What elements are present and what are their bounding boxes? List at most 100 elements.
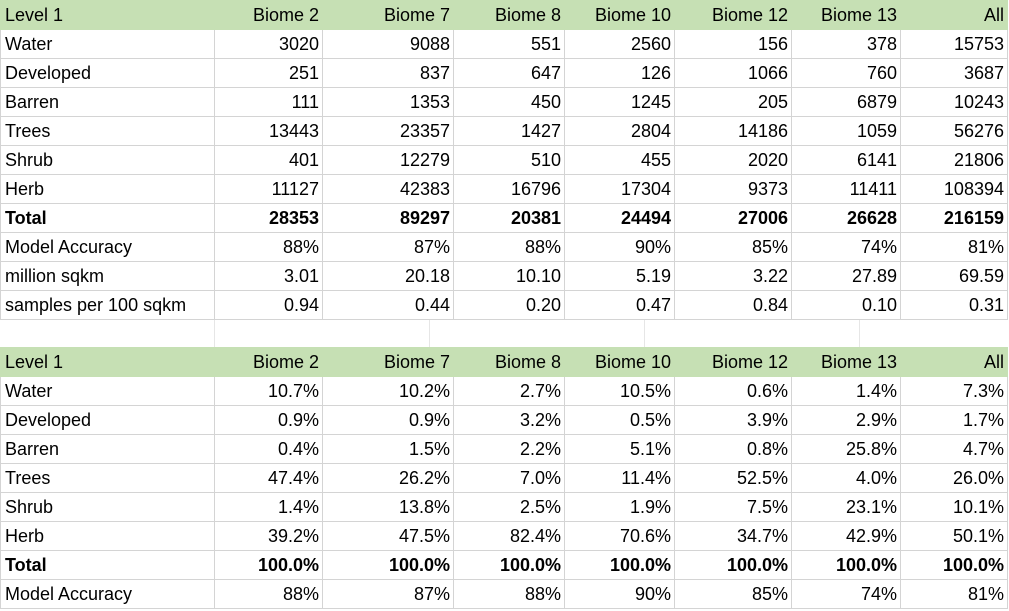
- value-cell[interactable]: 251: [214, 58, 323, 88]
- value-cell[interactable]: 17304: [564, 174, 675, 204]
- value-cell[interactable]: 1427: [453, 116, 565, 146]
- value-cell[interactable]: 3.22: [674, 261, 792, 291]
- value-cell[interactable]: 0.31: [900, 290, 1008, 320]
- value-cell[interactable]: 20.18: [322, 261, 454, 291]
- value-cell[interactable]: 0.94: [214, 290, 323, 320]
- value-cell[interactable]: 25.8%: [791, 434, 901, 464]
- value-cell[interactable]: 0.10: [791, 290, 901, 320]
- row-label-cell[interactable]: million sqkm: [0, 261, 215, 291]
- value-cell[interactable]: 15753: [900, 29, 1008, 59]
- value-cell[interactable]: 50.1%: [900, 521, 1008, 551]
- value-cell[interactable]: 1059: [791, 116, 901, 146]
- value-cell[interactable]: 81%: [900, 232, 1008, 262]
- header-cell[interactable]: Biome 8: [453, 0, 565, 30]
- value-cell[interactable]: 108394: [900, 174, 1008, 204]
- value-cell[interactable]: 13443: [214, 116, 323, 146]
- value-cell[interactable]: 455: [564, 145, 675, 175]
- row-label-cell[interactable]: Barren: [0, 87, 215, 117]
- header-cell[interactable]: Level 1: [0, 347, 215, 377]
- row-label-cell[interactable]: Developed: [0, 58, 215, 88]
- value-cell[interactable]: 100.0%: [214, 550, 323, 580]
- header-cell[interactable]: Biome 10: [564, 0, 675, 30]
- value-cell[interactable]: 89297: [322, 203, 454, 233]
- value-cell[interactable]: 26.0%: [900, 463, 1008, 493]
- value-cell[interactable]: 3.01: [214, 261, 323, 291]
- value-cell[interactable]: 0.84: [674, 290, 792, 320]
- value-cell[interactable]: 100.0%: [674, 550, 792, 580]
- value-cell[interactable]: 82.4%: [453, 521, 565, 551]
- value-cell[interactable]: 85%: [674, 579, 792, 609]
- value-cell[interactable]: 10.1%: [900, 492, 1008, 522]
- header-cell[interactable]: All: [900, 347, 1008, 377]
- value-cell[interactable]: 100.0%: [453, 550, 565, 580]
- value-cell[interactable]: 401: [214, 145, 323, 175]
- header-cell[interactable]: Biome 7: [322, 0, 454, 30]
- value-cell[interactable]: 3.2%: [453, 405, 565, 435]
- value-cell[interactable]: 837: [322, 58, 454, 88]
- value-cell[interactable]: 10.5%: [564, 376, 675, 406]
- value-cell[interactable]: 100.0%: [564, 550, 675, 580]
- value-cell[interactable]: 1245: [564, 87, 675, 117]
- value-cell[interactable]: 6879: [791, 87, 901, 117]
- value-cell[interactable]: 100.0%: [900, 550, 1008, 580]
- header-cell[interactable]: Biome 13: [791, 0, 901, 30]
- row-label-cell[interactable]: Water: [0, 376, 215, 406]
- value-cell[interactable]: 88%: [453, 232, 565, 262]
- row-label-cell[interactable]: Herb: [0, 521, 215, 551]
- value-cell[interactable]: 70.6%: [564, 521, 675, 551]
- header-cell[interactable]: Biome 2: [214, 347, 323, 377]
- value-cell[interactable]: 450: [453, 87, 565, 117]
- value-cell[interactable]: 1.4%: [214, 492, 323, 522]
- value-cell[interactable]: 2.5%: [453, 492, 565, 522]
- value-cell[interactable]: 100.0%: [791, 550, 901, 580]
- value-cell[interactable]: 47.5%: [322, 521, 454, 551]
- row-label-cell[interactable]: Trees: [0, 463, 215, 493]
- header-cell[interactable]: Biome 8: [453, 347, 565, 377]
- value-cell[interactable]: 28353: [214, 203, 323, 233]
- row-label-cell[interactable]: Trees: [0, 116, 215, 146]
- value-cell[interactable]: 56276: [900, 116, 1008, 146]
- value-cell[interactable]: 1.9%: [564, 492, 675, 522]
- value-cell[interactable]: 0.6%: [674, 376, 792, 406]
- value-cell[interactable]: 90%: [564, 579, 675, 609]
- value-cell[interactable]: 11411: [791, 174, 901, 204]
- value-cell[interactable]: 12279: [322, 145, 454, 175]
- value-cell[interactable]: 3687: [900, 58, 1008, 88]
- value-cell[interactable]: 2020: [674, 145, 792, 175]
- value-cell[interactable]: 0.4%: [214, 434, 323, 464]
- header-cell[interactable]: Biome 13: [791, 347, 901, 377]
- value-cell[interactable]: 7.0%: [453, 463, 565, 493]
- value-cell[interactable]: 24494: [564, 203, 675, 233]
- row-label-cell[interactable]: Shrub: [0, 492, 215, 522]
- header-cell[interactable]: All: [900, 0, 1008, 30]
- value-cell[interactable]: 42.9%: [791, 521, 901, 551]
- value-cell[interactable]: 9373: [674, 174, 792, 204]
- value-cell[interactable]: 378: [791, 29, 901, 59]
- value-cell[interactable]: 74%: [791, 579, 901, 609]
- value-cell[interactable]: 647: [453, 58, 565, 88]
- value-cell[interactable]: 3.9%: [674, 405, 792, 435]
- value-cell[interactable]: 2560: [564, 29, 675, 59]
- value-cell[interactable]: 87%: [322, 232, 454, 262]
- value-cell[interactable]: 1066: [674, 58, 792, 88]
- value-cell[interactable]: 510: [453, 145, 565, 175]
- row-label-cell[interactable]: Herb: [0, 174, 215, 204]
- row-label-cell[interactable]: samples per 100 sqkm: [0, 290, 215, 320]
- value-cell[interactable]: 1.7%: [900, 405, 1008, 435]
- value-cell[interactable]: 88%: [453, 579, 565, 609]
- header-cell[interactable]: Biome 10: [564, 347, 675, 377]
- value-cell[interactable]: 87%: [322, 579, 454, 609]
- value-cell[interactable]: 11.4%: [564, 463, 675, 493]
- value-cell[interactable]: 5.1%: [564, 434, 675, 464]
- value-cell[interactable]: 74%: [791, 232, 901, 262]
- value-cell[interactable]: 7.5%: [674, 492, 792, 522]
- value-cell[interactable]: 20381: [453, 203, 565, 233]
- value-cell[interactable]: 2.9%: [791, 405, 901, 435]
- value-cell[interactable]: 52.5%: [674, 463, 792, 493]
- value-cell[interactable]: 3020: [214, 29, 323, 59]
- row-label-cell[interactable]: Total: [0, 203, 215, 233]
- value-cell[interactable]: 27006: [674, 203, 792, 233]
- value-cell[interactable]: 69.59: [900, 261, 1008, 291]
- value-cell[interactable]: 1.5%: [322, 434, 454, 464]
- value-cell[interactable]: 47.4%: [214, 463, 323, 493]
